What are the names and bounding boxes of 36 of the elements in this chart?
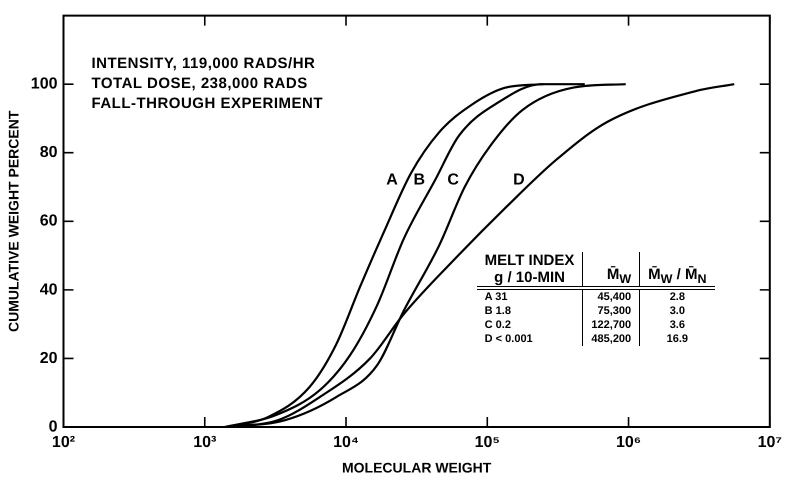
annotation: 45,400 <box>582 288 640 304</box>
annotation: 122,700 <box>582 318 640 332</box>
annotation: FALL-THROUGH EXPERIMENT <box>91 94 323 112</box>
y-tick-label: 80 <box>40 144 58 162</box>
annotation: C 0.2 <box>484 318 512 332</box>
x-tick-label: 10⁵ <box>474 434 500 452</box>
series-label: D <box>513 172 525 189</box>
y-tick-label: 60 <box>40 212 58 230</box>
annotation: 3.6 <box>640 318 715 332</box>
annotation: 3.0 <box>640 304 715 318</box>
annotation: MELT INDEX g / 10-MIN <box>476 252 583 288</box>
annotation: TOTAL DOSE, 238,000 RADS <box>91 74 308 92</box>
x-tick-label: 10⁶ <box>616 434 642 452</box>
y-tick-label: 20 <box>40 350 58 367</box>
annotation: 75,300 <box>582 304 640 318</box>
y-tick-label: 100 <box>30 76 58 93</box>
series-label: A <box>386 172 398 189</box>
annotation: D < 0.001 <box>484 332 534 346</box>
annotation: 16.9 <box>640 332 715 346</box>
annotation: A 31 <box>484 290 508 304</box>
y-axis-title: CUMULATIVE WEIGHT PERCENT <box>5 110 22 332</box>
x-tick-label: 10³ <box>193 434 216 452</box>
x-axis-title: MOLECULAR WEIGHT <box>342 459 492 476</box>
y-tick-label: 40 <box>40 281 58 298</box>
y-tick-label: 0 <box>48 418 58 436</box>
series-label: C <box>447 172 460 189</box>
annotation: 2.8 <box>640 288 715 304</box>
annotation: M̄$_{W}$ <box>582 252 640 288</box>
annotation: M̄$_{W}$ / M̄$_{N}$ <box>640 252 715 288</box>
x-tick-label: 10⁴ <box>333 434 359 452</box>
annotation: B 1.8 <box>484 304 512 318</box>
series-label: B <box>414 172 426 189</box>
annotation: 485,200 <box>582 332 640 346</box>
x-tick-label: 10⁷ <box>758 434 782 452</box>
annotation: INTENSITY, 119,000 RADS/HR <box>91 54 316 72</box>
x-tick-label: 10² <box>52 434 76 452</box>
